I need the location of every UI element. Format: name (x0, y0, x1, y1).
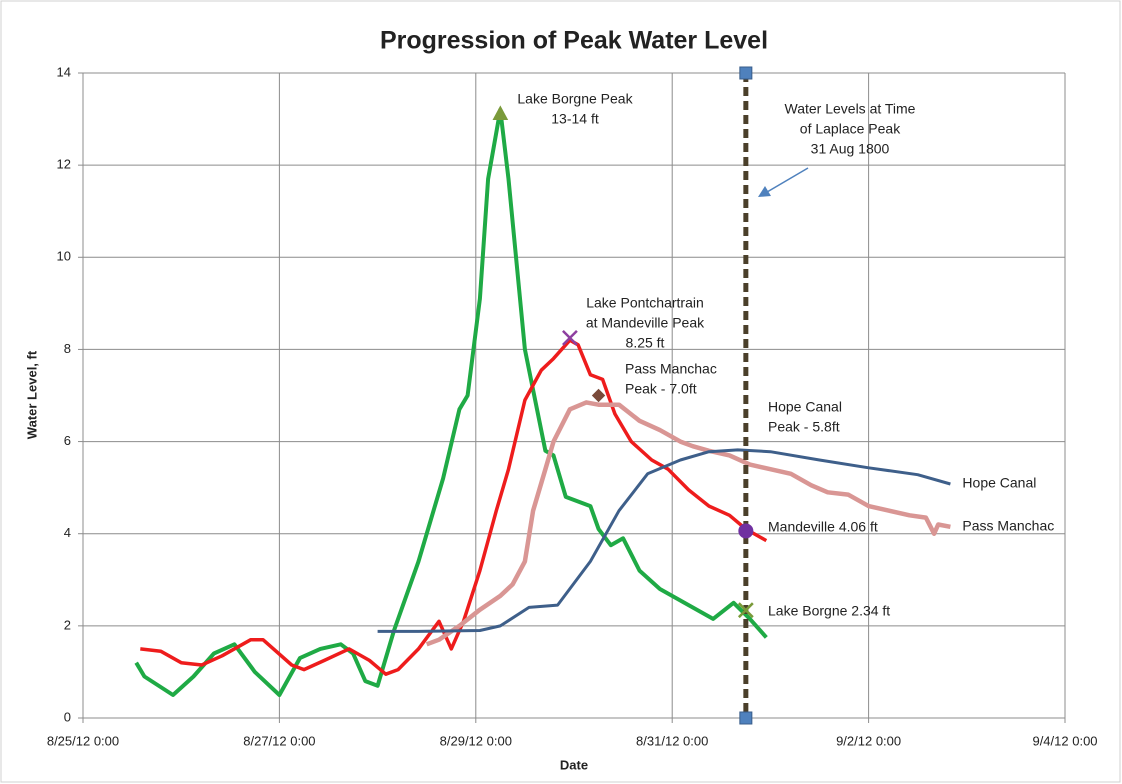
series-line (140, 338, 768, 676)
x-tick-label: 9/4/12 0:00 (1032, 733, 1097, 748)
x-tick-label: 9/2/12 0:00 (836, 733, 901, 748)
y-tick-label: 8 (64, 341, 71, 356)
series-line (377, 448, 951, 633)
y-tick-label: 14 (57, 64, 71, 79)
series-line (134, 107, 768, 697)
marker (562, 330, 578, 346)
annotation: Hope Canal (768, 399, 842, 415)
annotation: Peak - 5.8ft (768, 419, 840, 435)
y-axis-label: Water Level, ft (24, 350, 39, 439)
y-tick-label: 12 (57, 157, 71, 172)
annotation-arrowhead (758, 186, 771, 197)
series-label: Hope Canal (962, 475, 1036, 491)
x-tick-label: 8/25/12 0:00 (47, 733, 119, 748)
y-tick-label: 2 (64, 617, 71, 632)
y-tick-label: 10 (57, 249, 71, 264)
reference-end (739, 711, 753, 725)
y-tick-label: 4 (64, 525, 71, 540)
annotation: Peak - 7.0ft (625, 381, 697, 397)
series-line (425, 400, 951, 647)
x-tick-label: 8/29/12 0:00 (440, 733, 512, 748)
annotation: Lake Pontchartrain (586, 295, 704, 311)
x-tick-label: 8/31/12 0:00 (636, 733, 708, 748)
annotation: 31 Aug 1800 (811, 141, 890, 157)
annotation: 13-14 ft (551, 111, 599, 127)
annotation: Lake Borgne Peak (517, 91, 633, 107)
y-tick-label: 6 (64, 433, 71, 448)
marker (591, 388, 606, 403)
x-axis-label: Date (560, 757, 588, 772)
x-tick-label: 8/27/12 0:00 (243, 733, 315, 748)
annotation: Pass Manchac (625, 361, 717, 377)
y-tick-label: 0 (64, 709, 71, 724)
annotation-arrow (761, 167, 809, 196)
annotation: at Mandeville Peak (586, 315, 705, 331)
annotation: 8.25 ft (626, 335, 665, 351)
annotation: Mandeville 4.06 ft (768, 519, 878, 535)
marker (738, 523, 754, 539)
annotation: of Laplace Peak (800, 121, 901, 137)
series-label: Pass Manchac (962, 518, 1054, 534)
chart-title: Progression of Peak Water Level (380, 27, 768, 55)
marker (492, 105, 509, 120)
reference-end (739, 66, 753, 80)
marker (737, 602, 754, 619)
annotation: Water Levels at Time (785, 101, 916, 117)
annotation: Lake Borgne 2.34 ft (768, 603, 890, 619)
